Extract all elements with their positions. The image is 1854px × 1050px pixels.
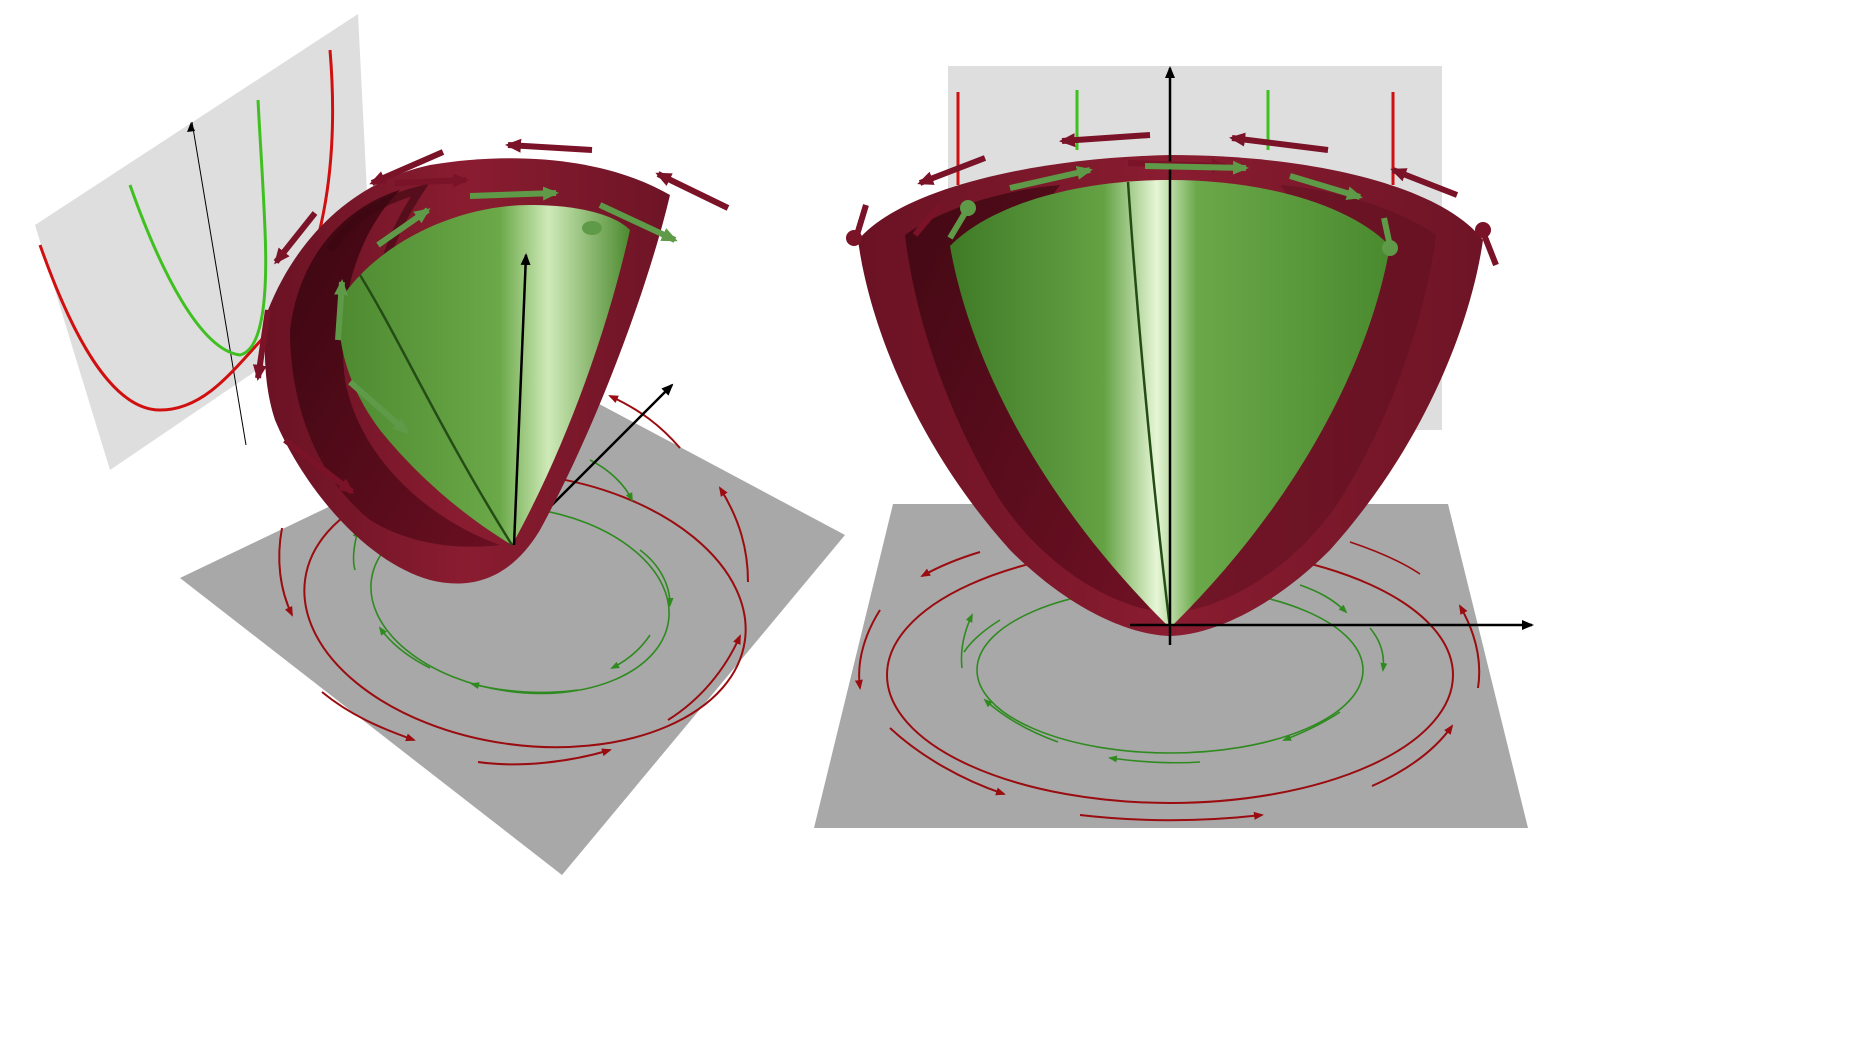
right-rim-green-arrow-1 [1009, 166, 1093, 191]
left-rim-red-arrow-4 [273, 211, 318, 265]
left-backdrop-plane [35, 14, 372, 470]
right-outer-arrow-1 [920, 551, 981, 577]
left-outer-arrow-2 [321, 691, 416, 742]
left-rim-green-arrow-4 [334, 279, 349, 341]
left-rim-red-arrow-1 [505, 138, 593, 153]
left-inner-arrow-1 [470, 682, 579, 694]
right-inner-arrow-3 [983, 698, 1059, 743]
right-rim-red-arrow-4 [1390, 167, 1459, 198]
left-rim-green-arrow-3 [376, 207, 431, 248]
right-rim-green-knob-right [1382, 240, 1398, 256]
left-rim-red-arrow-5 [252, 309, 271, 381]
left-backdrop-axis [191, 121, 247, 446]
right-inner-arrow-1 [963, 619, 1001, 653]
left-outer-arrow-6 [608, 395, 681, 449]
left-rim-red-arrow-3 [655, 171, 730, 211]
left-rim-arrows-outer [252, 138, 730, 495]
right-rim-red-knob-right [1475, 222, 1491, 238]
left-outer-arrow-4 [667, 634, 741, 721]
left-inner-arrow-2 [378, 626, 431, 669]
right-inner-arrow-2 [960, 613, 973, 669]
right-rim-arrows-inner [947, 160, 1398, 256]
right-outer-arrow-4 [1079, 811, 1264, 822]
right-inner-arrow-4 [1108, 755, 1201, 764]
left-inner-paraboloid-icon [339, 205, 630, 546]
right-rim-green-arrow-3 [1289, 173, 1363, 200]
left-rim-green-arrow-5 [348, 379, 410, 435]
right-outer-arrow-2 [854, 609, 881, 690]
right-inner-arrow-6 [1369, 627, 1388, 672]
right-rim-red-knob-left [846, 230, 862, 246]
right-panel [814, 66, 1534, 828]
left-rim-red-arrow-7 [394, 173, 469, 188]
left-rim-red-arrow-6 [283, 437, 355, 495]
right-rim-red-arrow-1 [1059, 132, 1151, 148]
left-rim-red-arrow-2 [369, 149, 445, 186]
left-panel [35, 14, 845, 875]
left-outer-curve [38, 49, 335, 412]
right-outer-arrow-6 [1459, 604, 1481, 689]
left-outer-arrow-1 [278, 527, 293, 617]
left-rim-green-arrow-2 [598, 202, 678, 243]
left-outer-arrow-3 [477, 748, 612, 766]
right-outer-arrow-3 [889, 727, 1006, 796]
right-rim-red-arrow-2 [1229, 132, 1329, 153]
left-inner-arrow-5 [610, 634, 651, 669]
right-outer-arrow-5 [1371, 724, 1454, 787]
right-rim-green-knob-left [960, 200, 976, 216]
left-inner-curve [128, 99, 268, 357]
right-inner-arrow-7 [1299, 584, 1348, 614]
right-rim-red-arrow-3 [917, 155, 987, 186]
left-axis-vertical [512, 253, 531, 546]
left-rim-arrows-inner [334, 186, 678, 435]
left-rim-green-arrow-1 [469, 186, 559, 201]
right-rim-green-arrow-2 [1144, 160, 1249, 175]
right-rim-red-arrow-8 [912, 203, 943, 237]
left-inner-arrow-4 [639, 549, 674, 607]
right-outer-arrow-7 [1349, 541, 1421, 575]
left-outer-arrow-5 [718, 486, 749, 583]
right-inner-arrow-5 [1282, 711, 1341, 741]
left-rim-green-knob [582, 221, 602, 235]
